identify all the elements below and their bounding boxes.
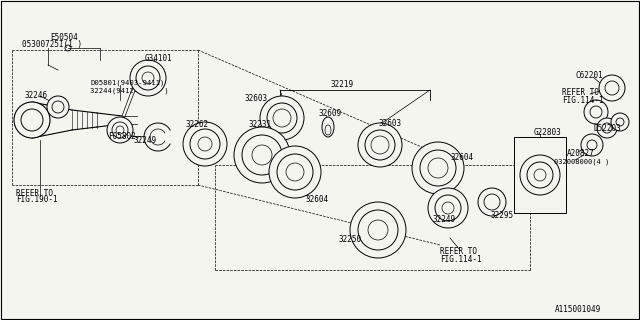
Circle shape xyxy=(412,142,464,194)
Text: 32603: 32603 xyxy=(244,93,267,102)
Circle shape xyxy=(599,75,625,101)
Text: 32604: 32604 xyxy=(450,153,473,162)
Text: C62201: C62201 xyxy=(576,70,604,79)
Text: A115001049: A115001049 xyxy=(555,306,601,315)
Text: E50504: E50504 xyxy=(50,33,77,42)
Circle shape xyxy=(597,118,617,138)
Circle shape xyxy=(260,96,304,140)
Circle shape xyxy=(611,113,629,131)
Text: FIG.190-1: FIG.190-1 xyxy=(16,196,58,204)
Text: 32295: 32295 xyxy=(490,211,513,220)
Text: 32604: 32604 xyxy=(305,196,328,204)
Text: 32609: 32609 xyxy=(318,108,341,117)
Text: 032008000(4 ): 032008000(4 ) xyxy=(554,159,609,165)
Text: FIG.114-1: FIG.114-1 xyxy=(562,95,604,105)
Circle shape xyxy=(183,122,227,166)
Text: 32262: 32262 xyxy=(185,119,208,129)
Text: G22803: G22803 xyxy=(534,127,562,137)
Circle shape xyxy=(234,127,290,183)
Ellipse shape xyxy=(322,117,334,137)
Text: D05801(9403-9411): D05801(9403-9411) xyxy=(90,80,164,86)
Circle shape xyxy=(107,117,133,143)
Text: 32249: 32249 xyxy=(432,215,455,225)
Text: A20827: A20827 xyxy=(567,148,595,157)
Circle shape xyxy=(130,60,166,96)
Text: 32231: 32231 xyxy=(248,119,271,129)
Text: 32603: 32603 xyxy=(378,118,401,127)
Text: 32246: 32246 xyxy=(24,91,47,100)
Text: 32249: 32249 xyxy=(133,135,156,145)
Circle shape xyxy=(14,102,50,138)
Text: REFER TO: REFER TO xyxy=(562,87,599,97)
Circle shape xyxy=(350,202,406,258)
Circle shape xyxy=(428,188,468,228)
Text: 32244(9412-      ): 32244(9412- ) xyxy=(90,88,169,94)
Text: D52203: D52203 xyxy=(594,124,621,132)
Circle shape xyxy=(269,146,321,198)
Bar xyxy=(514,137,566,213)
Text: 32219: 32219 xyxy=(330,79,353,89)
Text: F05802: F05802 xyxy=(108,132,136,140)
Text: 32250: 32250 xyxy=(338,236,361,244)
Circle shape xyxy=(478,188,506,216)
Text: G34101: G34101 xyxy=(145,53,173,62)
Text: REFER TO: REFER TO xyxy=(440,247,477,257)
Circle shape xyxy=(520,155,560,195)
Text: 05300725I(1 ): 05300725I(1 ) xyxy=(22,39,82,49)
Circle shape xyxy=(47,96,69,118)
Circle shape xyxy=(581,134,603,156)
Circle shape xyxy=(584,100,608,124)
Circle shape xyxy=(358,123,402,167)
Text: FIG.114-1: FIG.114-1 xyxy=(440,255,482,265)
Text: REFER TO: REFER TO xyxy=(16,188,53,197)
